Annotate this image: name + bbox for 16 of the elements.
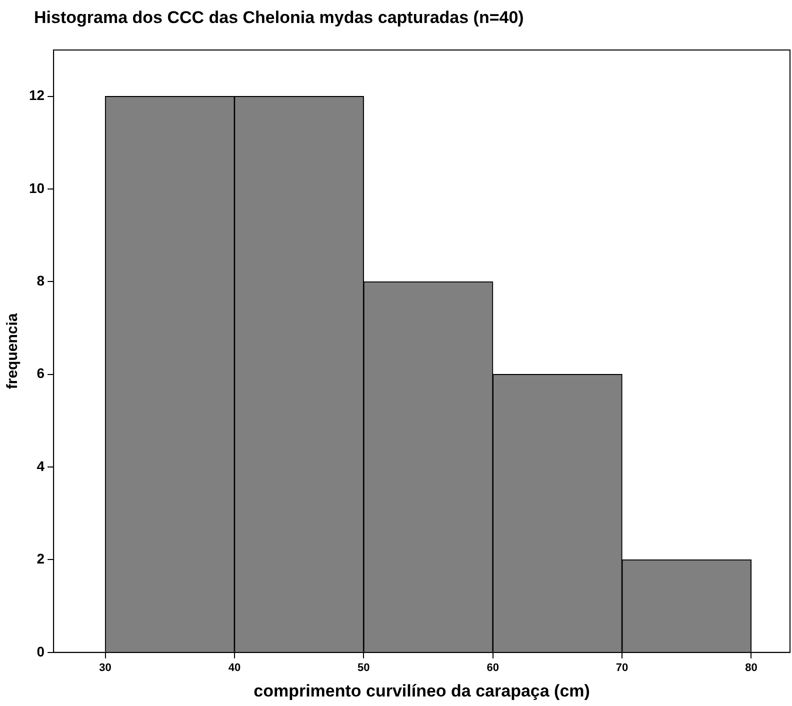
x-axis-title: comprimento curvilíneo da carapaça (cm)	[254, 681, 590, 700]
y-tick-label: 6	[36, 365, 45, 382]
x-tick-label: 60	[486, 662, 499, 674]
x-tick-label: 40	[228, 662, 241, 674]
x-tick-label: 50	[358, 662, 370, 674]
y-axis-title: frequencia	[4, 312, 22, 390]
y-tick-label: 2	[36, 550, 45, 567]
y-tick-label: 10	[28, 180, 45, 196]
y-tick-label: 0	[36, 643, 45, 660]
y-tick-label: 4	[36, 458, 45, 474]
x-tick-label: 80	[745, 662, 758, 674]
y-tick-label: 12	[28, 87, 45, 104]
y-tick-label: 8	[36, 272, 45, 289]
x-tick-label: 70	[616, 662, 628, 674]
x-tick-label: 30	[99, 662, 112, 674]
chart-title: Histograma dos CCC das Chelonia mydas capturadas (n=40)	[33, 7, 525, 29]
